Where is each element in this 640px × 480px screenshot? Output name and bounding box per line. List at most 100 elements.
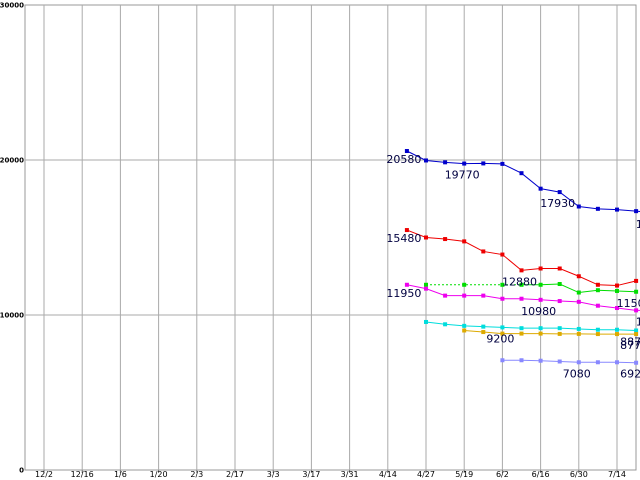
- data-point: [500, 331, 505, 336]
- y-axis-ticks: 0 10000 20000 30000: [0, 2, 24, 475]
- data-point: [634, 332, 639, 337]
- x-tick-label: 1/6: [114, 470, 127, 479]
- data-point: [595, 288, 600, 293]
- data-point: [595, 332, 600, 337]
- data-point: [481, 330, 486, 335]
- data-label: 12880: [502, 275, 537, 288]
- x-tick-label: 3/3: [267, 470, 280, 479]
- data-point: [500, 252, 505, 257]
- data-point: [634, 209, 639, 214]
- x-tick-label: 6/2: [496, 470, 509, 479]
- data-point: [595, 327, 600, 332]
- data-point: [576, 274, 581, 279]
- data-point: [576, 204, 581, 209]
- data-label: 20580: [386, 153, 421, 166]
- data-point: [538, 282, 543, 287]
- data-point: [462, 293, 467, 298]
- data-point: [634, 308, 639, 313]
- data-point: [519, 331, 524, 336]
- data-point: [404, 282, 409, 287]
- x-tick-label: 6/30: [570, 470, 588, 479]
- x-tick-label: 12/16: [71, 470, 94, 479]
- data-point: [615, 207, 619, 212]
- data-point: [576, 299, 581, 304]
- data-labels: 20580 19770 17930 16580 15480 12880 11500 11950…: [386, 153, 640, 381]
- data-point: [595, 206, 600, 211]
- data-label: 6920: [620, 368, 640, 381]
- series-line: [502, 359, 637, 364]
- data-point: [557, 266, 562, 271]
- data-point: [481, 249, 486, 254]
- data-point: [634, 328, 639, 333]
- data-point: [424, 286, 428, 291]
- data-point: [462, 323, 467, 328]
- data-point: [615, 360, 619, 365]
- data-point: [557, 331, 562, 336]
- data-point: [576, 290, 581, 295]
- data-label: 11950: [386, 287, 421, 300]
- data-point: [519, 326, 524, 331]
- data-point: [500, 325, 505, 330]
- x-tick-label: 6/16: [532, 470, 550, 479]
- data-point: [500, 161, 505, 166]
- data-point: [519, 268, 524, 273]
- data-label: 16580: [636, 218, 640, 231]
- data-point: [557, 190, 562, 195]
- data-point: [443, 237, 448, 242]
- series-3: [404, 282, 640, 313]
- data-point: [404, 228, 409, 233]
- x-tick-label: 4/27: [417, 470, 435, 479]
- x-tick-label: 5/19: [455, 470, 473, 479]
- y-tick-label: 20000: [0, 157, 24, 165]
- series-group: [404, 149, 640, 365]
- data-point: [462, 239, 467, 244]
- data-point: [424, 158, 428, 163]
- data-point: [634, 360, 639, 365]
- data-point: [557, 326, 562, 331]
- x-tick-label: 1/20: [150, 470, 168, 479]
- series-line: [406, 284, 640, 311]
- data-point: [538, 266, 543, 271]
- series-line: [406, 150, 640, 213]
- data-point: [519, 171, 524, 176]
- data-point: [557, 299, 562, 304]
- x-tick-label: 7/14: [608, 470, 626, 479]
- data-point: [462, 328, 467, 333]
- series-1: [404, 228, 639, 288]
- series-5: [462, 328, 639, 337]
- data-point: [538, 358, 543, 363]
- data-point: [538, 297, 543, 302]
- x-tick-label: 2/3: [190, 470, 203, 479]
- data-point: [538, 186, 543, 191]
- data-label: 8770: [620, 339, 640, 352]
- data-point: [519, 282, 524, 287]
- data-point: [615, 306, 619, 311]
- data-point: [481, 293, 486, 298]
- data-label: 10980: [521, 305, 556, 318]
- data-point: [595, 303, 600, 308]
- data-point: [424, 235, 428, 240]
- data-point: [481, 324, 486, 329]
- series-2: [424, 282, 639, 295]
- plot-area: [24, 4, 637, 471]
- data-point: [538, 331, 543, 336]
- y-tick-label: 10000: [0, 312, 24, 320]
- x-tick-label: 2/17: [226, 470, 244, 479]
- data-label: 9200: [486, 332, 514, 345]
- data-label: 8873: [620, 336, 640, 349]
- data-point: [634, 289, 639, 294]
- data-point: [462, 282, 467, 287]
- data-label: 7080: [563, 367, 591, 380]
- data-point: [500, 358, 505, 363]
- y-tick-label: 30000: [0, 2, 24, 10]
- data-point: [443, 322, 448, 327]
- data-point: [595, 282, 600, 287]
- data-point: [615, 283, 619, 288]
- x-axis-ticks: 12/2 12/16 1/6 1/20 2/3 2/17 3/3 3/17 3/31 4/14 4/…: [35, 470, 626, 479]
- data-point: [462, 161, 467, 166]
- data-point: [557, 282, 562, 286]
- data-point: [615, 288, 619, 293]
- data-point: [424, 319, 428, 324]
- data-point: [634, 278, 639, 283]
